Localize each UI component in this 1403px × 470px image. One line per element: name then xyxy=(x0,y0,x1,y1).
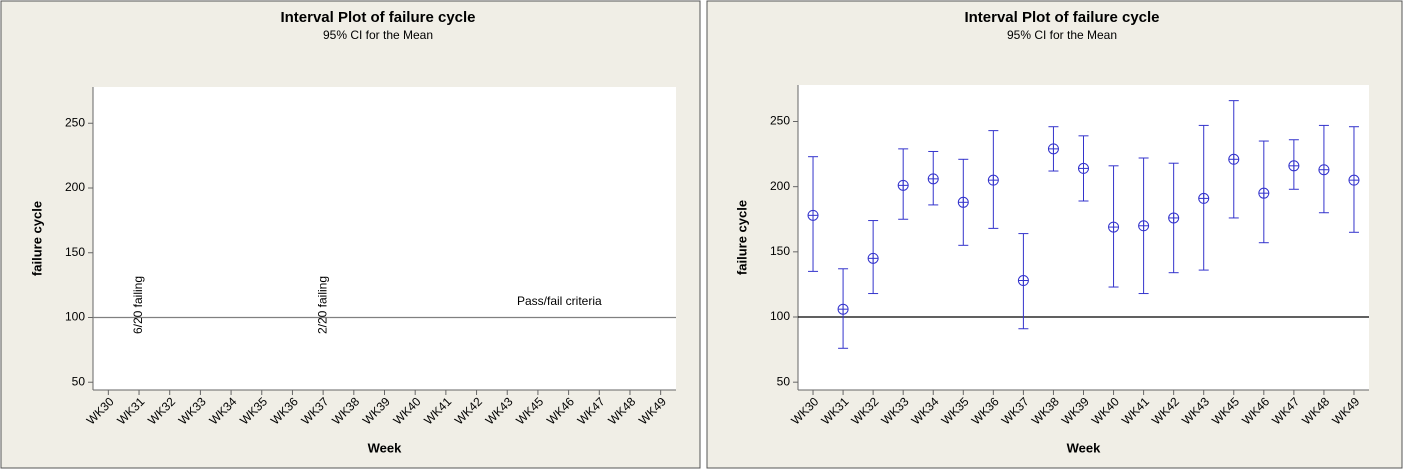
chart-subtitle: 95% CI for the Mean xyxy=(1007,28,1117,42)
y-tick-label: 250 xyxy=(770,114,790,128)
y-tick-label: 150 xyxy=(65,245,85,259)
y-axis-title: failure cycle xyxy=(734,200,749,275)
y-tick-label: 50 xyxy=(777,374,791,388)
plot-area xyxy=(798,85,1369,390)
y-tick-label: 150 xyxy=(770,244,790,258)
annotation: 6/20 failing xyxy=(131,276,145,334)
y-tick-label: 250 xyxy=(65,115,85,129)
y-tick-label: 100 xyxy=(65,310,85,324)
annotation: Pass/fail criteria xyxy=(517,294,602,308)
annotation: 2/20 failing xyxy=(315,276,329,334)
chart-subtitle: 95% CI for the Mean xyxy=(323,28,433,42)
y-tick-label: 50 xyxy=(72,374,86,388)
y-tick-label: 200 xyxy=(65,180,85,194)
chart-title: Interval Plot of failure cycle xyxy=(280,9,475,26)
x-axis-title: Week xyxy=(368,440,402,455)
plot-area xyxy=(93,87,676,390)
x-axis-title: Week xyxy=(1067,440,1101,455)
y-tick-label: 200 xyxy=(770,179,790,193)
y-tick-label: 100 xyxy=(770,309,790,323)
y-axis-title: failure cycle xyxy=(29,201,44,276)
chart-title: Interval Plot of failure cycle xyxy=(964,9,1159,26)
